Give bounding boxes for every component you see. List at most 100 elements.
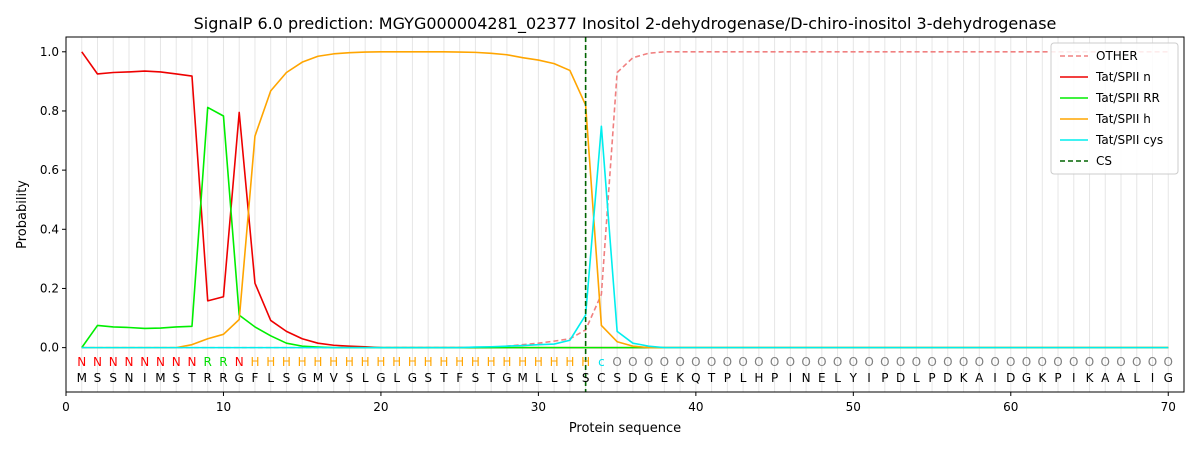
region-label: H [408,355,417,369]
region-label: H [282,355,291,369]
region-label: O [644,355,653,369]
residue-label: D [628,371,637,385]
region-label: O [817,355,826,369]
legend-entry: CS [1096,154,1112,168]
region-label: O [754,355,763,369]
x-tick-label: 40 [688,400,703,414]
x-axis-label: Protein sequence [569,421,681,436]
region-label: O [1069,355,1078,369]
region-label: H [345,355,354,369]
region-label: H [550,355,559,369]
residue-label: S [582,371,590,385]
region-label: O [1006,355,1015,369]
residue-label: Q [691,371,700,385]
residue-label: L [1133,371,1140,385]
residue-label: D [1006,371,1015,385]
series-line-4 [81,125,1169,349]
region-label: O [1053,355,1062,369]
region-label: H [439,355,448,369]
region-label: N [124,355,133,369]
region-label: H [487,355,496,369]
residue-label: L [740,371,747,385]
residue-label: K [676,371,685,385]
series-layer [81,50,1169,349]
series-line-1 [81,51,1169,349]
region-label: O [660,355,669,369]
residue-label: L [551,371,558,385]
region-label: O [833,355,842,369]
region-label: H [471,355,480,369]
x-tick-label: 60 [1003,400,1018,414]
grid-lines [81,37,1169,392]
region-label: N [77,355,86,369]
x-tick-label: 30 [531,400,546,414]
legend-entry: Tat/SPII RR [1095,91,1160,105]
residue-label: I [867,371,871,385]
residue-label: L [267,371,274,385]
region-label: O [849,355,858,369]
residue-label: R [204,371,212,385]
region-label: N [93,355,102,369]
region-label: O [912,355,921,369]
residue-label: A [975,371,984,385]
residue-label: I [789,371,793,385]
region-label: O [1164,355,1173,369]
region-label: H [250,355,259,369]
residue-label: I [1151,371,1155,385]
region-label: H [581,355,590,369]
residue-label: P [724,371,731,385]
residue-label: G [1022,371,1031,385]
residue-label: M [155,371,165,385]
region-label: H [518,355,527,369]
legend-entry: OTHER [1096,49,1138,63]
residue-label: S [109,371,117,385]
residue-label: A [1101,371,1110,385]
residue-label: P [881,371,888,385]
region-label: O [990,355,999,369]
region-label: O [943,355,952,369]
residue-label: M [517,371,527,385]
region-label: O [801,355,810,369]
region-label: O [707,355,716,369]
x-tick-label: 70 [1161,400,1176,414]
x-axis: 0 10 20 30 40 50 60 70 [62,392,1176,414]
residue-label: D [943,371,952,385]
region-label: N [172,355,181,369]
series-line-3 [81,50,1169,349]
region-label: O [1085,355,1094,369]
residue-label: S [94,371,102,385]
plot-frame [65,36,1185,393]
residue-label: S [566,371,574,385]
y-tick-label: 0.2 [40,281,59,295]
residue-label: T [439,371,448,385]
residue-label: G [298,371,307,385]
y-axis-label: Probability [15,180,30,249]
region-label: O [628,355,637,369]
region-label: N [140,355,149,369]
residue-label: M [77,371,87,385]
residue-label: L [834,371,841,385]
residue-label: T [486,371,495,385]
residue-label: I [143,371,147,385]
residue-label: N [802,371,811,385]
residue-label: C [597,371,605,385]
region-label: O [1022,355,1031,369]
region-label: H [502,355,511,369]
region-label: O [927,355,936,369]
y-tick-label: 0.6 [40,163,59,177]
series-line-0 [81,50,1169,349]
residue-label: S [472,371,480,385]
y-tick-label: 1.0 [40,45,59,59]
region-label: R [219,355,227,369]
residue-label: T [707,371,716,385]
residue-label: I [993,371,997,385]
residue-label: S [424,371,432,385]
residue-label: S [283,371,291,385]
residue-label: K [960,371,969,385]
residue-label: P [771,371,778,385]
region-label: N [235,355,244,369]
region-label: O [723,355,732,369]
y-axis: 0.0 0.2 0.4 0.6 0.8 1.0 [40,45,66,355]
residue-label: P [928,371,935,385]
